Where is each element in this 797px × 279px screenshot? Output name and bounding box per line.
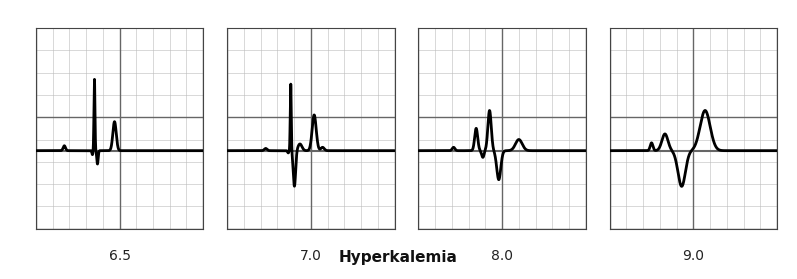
Text: 9.0: 9.0	[682, 249, 705, 263]
Text: Hyperkalemia: Hyperkalemia	[339, 250, 458, 265]
Text: 8.0: 8.0	[491, 249, 513, 263]
Text: 6.5: 6.5	[108, 249, 131, 263]
Text: 7.0: 7.0	[300, 249, 322, 263]
